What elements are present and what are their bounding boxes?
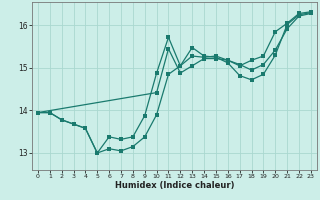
X-axis label: Humidex (Indice chaleur): Humidex (Indice chaleur) <box>115 181 234 190</box>
